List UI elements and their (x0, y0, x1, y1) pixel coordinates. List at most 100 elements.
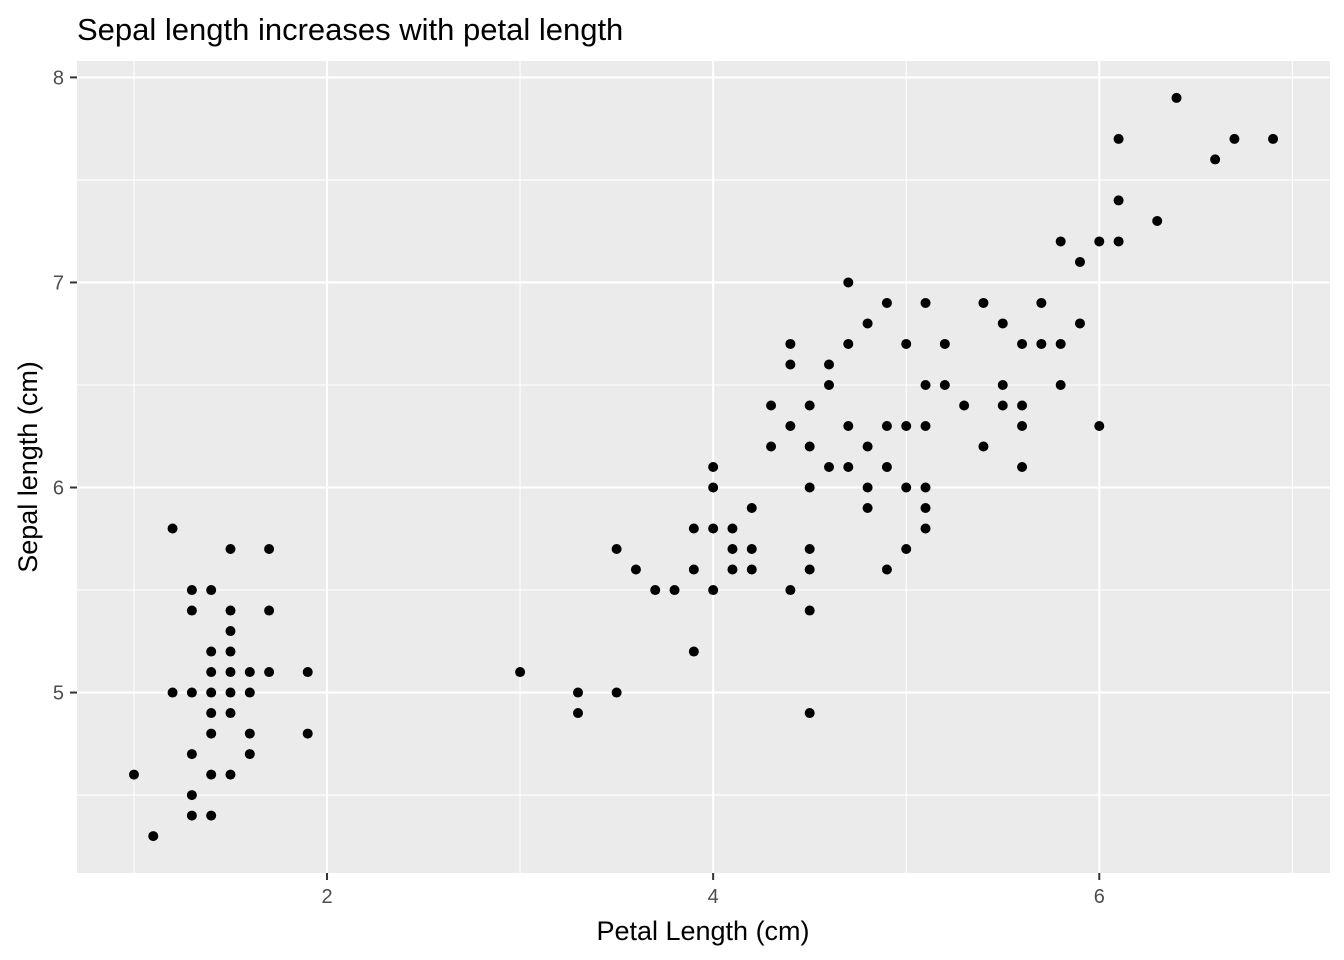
data-point (206, 585, 217, 596)
data-point (225, 544, 236, 555)
data-point (920, 482, 931, 493)
data-point (1055, 338, 1066, 349)
data-point (206, 810, 217, 821)
data-point (708, 585, 719, 596)
data-point (186, 790, 197, 801)
data-point (881, 564, 892, 575)
y-tick-label: 6 (53, 478, 64, 500)
data-point (225, 605, 236, 616)
data-point (901, 338, 912, 349)
data-point (901, 544, 912, 555)
data-point (978, 297, 989, 308)
data-point (727, 523, 738, 534)
data-point (862, 441, 873, 452)
data-point (1210, 154, 1221, 165)
data-point (804, 441, 815, 452)
data-point (148, 831, 159, 842)
data-point (920, 503, 931, 514)
data-point (804, 400, 815, 411)
data-point (939, 379, 950, 390)
data-point (186, 687, 197, 698)
y-axis-title: Sepal length (cm) (13, 361, 43, 573)
chart-title: Sepal length increases with petal length (77, 12, 623, 47)
data-point (1268, 133, 1279, 144)
data-point (823, 379, 834, 390)
data-point (823, 462, 834, 472)
data-point (1017, 420, 1028, 431)
data-point (746, 544, 757, 555)
data-point (688, 523, 699, 534)
data-point (804, 544, 815, 555)
data-point (804, 564, 815, 575)
data-point (1017, 338, 1028, 349)
y-tick-label: 5 (53, 683, 64, 705)
data-point (708, 482, 719, 493)
panel-background (77, 61, 1330, 873)
data-point (611, 544, 622, 555)
data-point (920, 420, 931, 431)
data-point (1094, 236, 1105, 247)
data-point (244, 667, 255, 678)
y-axis: 5 6 7 8 (53, 67, 77, 705)
data-point (843, 338, 854, 349)
x-axis: 2 4 6 (321, 873, 1105, 908)
data-point (515, 667, 526, 678)
data-point (302, 728, 313, 739)
data-point (573, 687, 584, 698)
data-point (804, 605, 815, 616)
data-point (1017, 462, 1028, 472)
data-point (167, 687, 178, 698)
data-point (920, 379, 931, 390)
data-point (1113, 195, 1124, 206)
data-point (920, 523, 931, 534)
data-point (225, 769, 236, 780)
data-point (206, 728, 217, 739)
data-point (766, 441, 777, 452)
data-point (1074, 256, 1085, 267)
data-point (225, 626, 236, 637)
data-point (186, 605, 197, 616)
data-point (650, 585, 661, 596)
data-point (862, 318, 873, 329)
data-points (128, 92, 1279, 842)
data-point (688, 564, 699, 575)
data-point (206, 708, 217, 719)
plot-panel (77, 61, 1330, 873)
data-point (1055, 379, 1066, 390)
data-point (206, 667, 217, 678)
data-point (244, 728, 255, 739)
data-point (881, 420, 892, 431)
data-point (688, 646, 699, 657)
data-point (1094, 420, 1105, 431)
y-tick-label: 8 (53, 67, 64, 89)
data-point (901, 482, 912, 493)
data-point (997, 379, 1008, 390)
data-point (1036, 297, 1047, 308)
data-point (862, 503, 873, 514)
data-point (785, 338, 796, 349)
data-point (843, 420, 854, 431)
data-point (1171, 92, 1182, 103)
data-point (1074, 318, 1085, 329)
x-axis-title: Petal Length (cm) (596, 916, 809, 946)
data-point (997, 400, 1008, 411)
data-point (785, 585, 796, 596)
data-point (727, 544, 738, 555)
data-point (862, 482, 873, 493)
data-point (225, 646, 236, 657)
data-point (302, 667, 313, 678)
data-point (225, 708, 236, 719)
data-point (1055, 236, 1066, 247)
x-tick-label: 6 (1094, 886, 1105, 908)
data-point (167, 523, 178, 534)
data-point (881, 462, 892, 472)
data-point (573, 708, 584, 719)
data-point (785, 420, 796, 431)
data-point (708, 462, 719, 472)
data-point (997, 318, 1008, 329)
data-point (1017, 400, 1028, 411)
data-point (225, 687, 236, 698)
data-point (206, 646, 217, 657)
data-point (1152, 215, 1163, 226)
